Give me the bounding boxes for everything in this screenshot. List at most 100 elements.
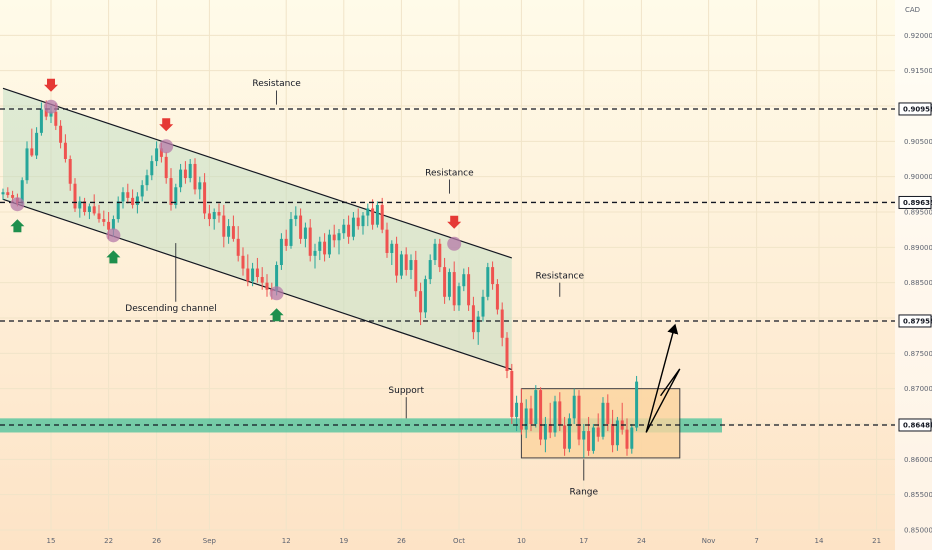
candle — [323, 233, 327, 262]
price-tick-label: 0.86000 — [904, 456, 932, 464]
candle-body — [150, 161, 154, 176]
candle-body — [414, 260, 418, 292]
candle — [169, 168, 173, 211]
candle — [419, 282, 423, 326]
candle-body — [275, 265, 279, 292]
candle-body — [155, 148, 159, 162]
candle-body — [534, 390, 538, 424]
candle — [385, 222, 389, 258]
level-price-label: 0.86486 — [903, 421, 932, 429]
candle-body — [54, 111, 58, 126]
candle-body — [515, 402, 519, 417]
candle — [284, 229, 288, 251]
candle-body — [25, 148, 29, 181]
candle-body — [481, 296, 485, 317]
candle-body — [519, 402, 523, 430]
candle — [59, 120, 63, 149]
down-arrow-icon — [44, 78, 58, 92]
candle — [395, 236, 399, 283]
candle — [572, 388, 576, 424]
down-arrow-icon — [447, 215, 462, 229]
candle-body — [231, 226, 235, 239]
candle-body — [495, 284, 499, 310]
candle — [241, 247, 245, 276]
candle-body — [443, 267, 447, 297]
price-axis-panel — [895, 0, 932, 550]
candle-body — [342, 224, 346, 234]
candle-body — [587, 431, 591, 451]
candle-body — [265, 282, 269, 290]
candle-body — [188, 163, 192, 179]
time-tick-label: 12 — [282, 537, 291, 545]
candle-body — [366, 208, 370, 216]
price-tick-label: 0.91500 — [904, 67, 932, 75]
candle — [414, 250, 418, 297]
candle — [1, 188, 5, 200]
candle-body — [452, 272, 456, 306]
candle — [630, 424, 634, 454]
candle-body — [625, 429, 629, 449]
candle — [591, 424, 595, 454]
candle — [35, 127, 39, 159]
level-price-box — [898, 195, 932, 209]
candle — [495, 279, 499, 315]
candle-body — [164, 156, 168, 179]
candle-body — [539, 390, 543, 440]
candle — [428, 254, 432, 285]
candle-body — [299, 215, 303, 239]
candle-body — [236, 238, 240, 256]
time-tick-label: 22 — [104, 537, 113, 545]
candle-body — [107, 221, 111, 230]
candle — [356, 208, 360, 230]
candle — [313, 243, 317, 269]
candle-body — [471, 305, 475, 333]
candle — [212, 208, 216, 230]
up-arrow-icon — [269, 308, 284, 322]
annotation-label: Support — [388, 386, 424, 396]
candle-body — [78, 201, 82, 209]
candle-body — [601, 402, 605, 437]
time-tick-label: 21 — [872, 537, 881, 545]
candle-body — [447, 272, 451, 297]
candle-body — [179, 169, 183, 188]
candle — [409, 254, 413, 280]
candle-body — [433, 243, 437, 261]
candle — [145, 169, 149, 191]
candle-body — [260, 277, 264, 283]
candle — [539, 387, 543, 446]
channel-fill — [3, 88, 512, 370]
candle — [63, 134, 67, 163]
candle-body — [183, 169, 187, 179]
candle-body — [596, 427, 600, 437]
candle — [635, 375, 639, 432]
candle-body — [395, 243, 399, 276]
price-tick-label: 0.87000 — [904, 385, 932, 393]
candle-body — [135, 196, 139, 205]
candle — [121, 187, 125, 209]
candle-body — [558, 401, 562, 426]
candle — [227, 219, 231, 244]
axes[interactable]: 0.920000.915000.910000.905000.900000.895… — [47, 32, 932, 545]
level-price-label: 0.90958 — [903, 105, 932, 113]
candle-body — [323, 241, 327, 255]
candle — [97, 204, 101, 223]
candle — [366, 203, 370, 227]
price-tick-label: 0.85500 — [904, 491, 932, 499]
candle — [318, 236, 322, 261]
candle-body — [635, 381, 639, 428]
candle — [102, 210, 106, 227]
candle — [491, 261, 495, 290]
candle — [131, 189, 135, 209]
candle-body — [6, 192, 10, 196]
annotation-label: Resistance — [252, 79, 301, 89]
pivot-circle — [10, 197, 25, 212]
candle-body — [241, 255, 245, 269]
time-tick-label: 14 — [815, 537, 824, 545]
candle — [299, 208, 303, 244]
candle — [174, 183, 178, 209]
candle-body — [49, 111, 53, 117]
candle — [308, 219, 312, 262]
candle-body — [145, 175, 149, 186]
candle-body — [73, 183, 77, 209]
candle — [399, 250, 403, 280]
